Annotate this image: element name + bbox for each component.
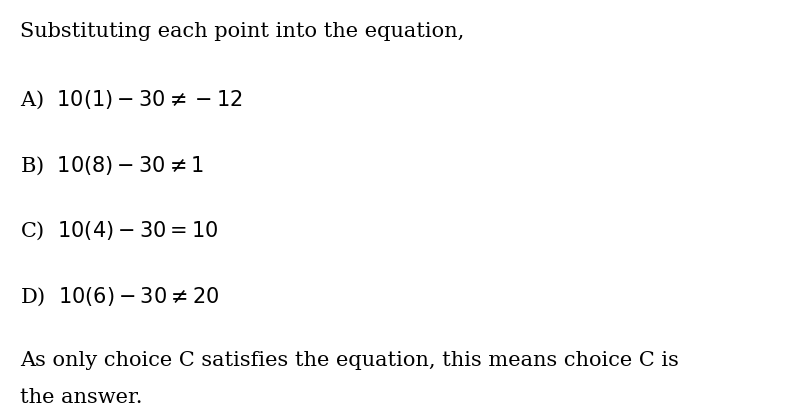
Text: Substituting each point into the equation,: Substituting each point into the equatio… — [20, 22, 464, 41]
Text: D)  $10(6) - 30 \neq 20$: D) $10(6) - 30 \neq 20$ — [20, 286, 219, 308]
Text: A)  $10(1) - 30 \neq -12$: A) $10(1) - 30 \neq -12$ — [20, 88, 242, 111]
Text: B)  $10(8) - 30 \neq 1$: B) $10(8) - 30 \neq 1$ — [20, 154, 204, 177]
Text: the answer.: the answer. — [20, 388, 142, 407]
Text: C)  $10(4) - 30 = 10$: C) $10(4) - 30 = 10$ — [20, 220, 218, 242]
Text: As only choice C satisfies the equation, this means choice C is: As only choice C satisfies the equation,… — [20, 351, 679, 370]
